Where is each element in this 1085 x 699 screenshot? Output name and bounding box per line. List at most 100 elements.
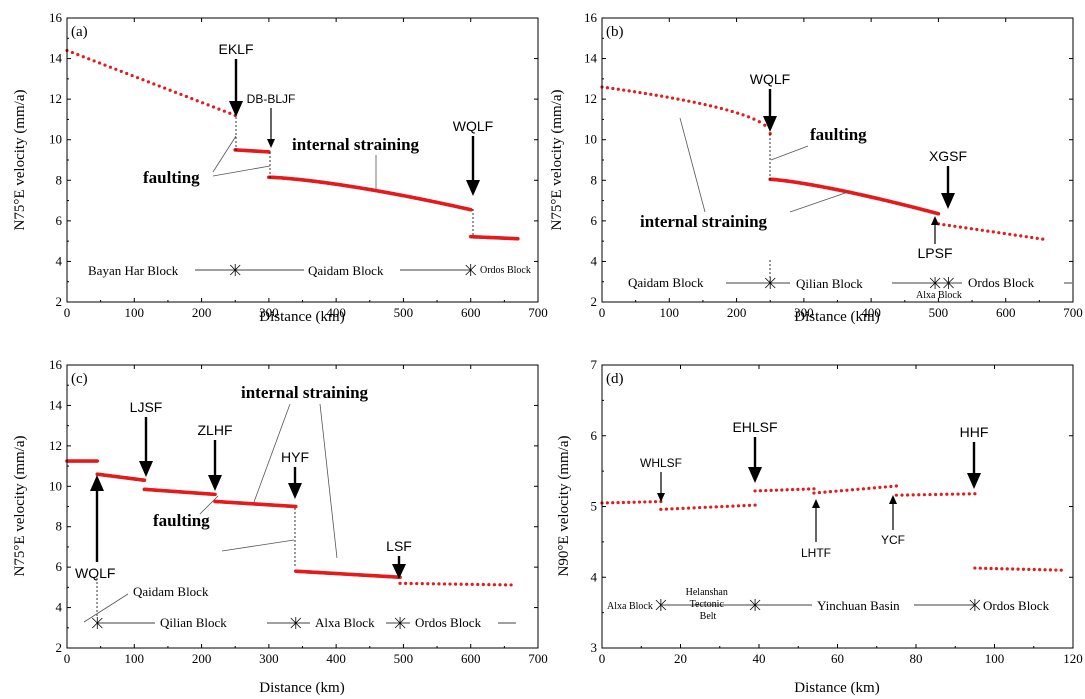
data-point <box>415 581 419 586</box>
data-point <box>730 109 734 114</box>
panel-b: 0 100 200 300 400 500 600 700 2 4 6 8 10 12 14 16 (b) D… <box>549 10 1083 325</box>
fault-label-lsf: LSF <box>386 538 412 554</box>
annot-internal-c: internal straining <box>241 383 369 402</box>
y-tick-label: 14 <box>584 51 598 66</box>
data-point <box>621 500 626 505</box>
y-tick-label: 10 <box>584 132 597 147</box>
block-label-bg-b3 <box>962 274 1064 290</box>
y-tick-label: 12 <box>49 438 62 453</box>
x-tick-label: 100 <box>985 651 1005 666</box>
x-tick-label: 200 <box>192 305 212 320</box>
arrowhead-ljsf <box>139 461 153 477</box>
data-point <box>994 566 999 571</box>
fault-label-ycf: YCF <box>881 533 905 547</box>
block-label-bg-c2 <box>310 614 386 630</box>
data-point <box>622 88 626 92</box>
data-point <box>928 492 932 497</box>
data-point <box>845 488 849 492</box>
leader-internal-b1 <box>679 117 706 213</box>
data-point <box>676 97 680 101</box>
x-tick-label: 700 <box>528 305 548 320</box>
data-point <box>1021 567 1026 571</box>
panel-a-label: (a) <box>71 24 88 40</box>
block-label-yinchuan-d: Yinchuan Basin <box>817 598 900 613</box>
x-tick-label: 0 <box>64 305 71 320</box>
arrowhead-ycf <box>889 495 897 504</box>
data-point <box>130 73 134 78</box>
x-tick-label: 400 <box>326 305 346 320</box>
data-point <box>1000 567 1004 571</box>
fault-label-wqlf-b: WQLF <box>750 71 790 87</box>
data-point <box>769 488 773 492</box>
data-point <box>978 566 982 570</box>
data-point <box>125 71 129 76</box>
data-point <box>211 105 216 109</box>
data-point <box>969 227 973 231</box>
block-label-helanshan-d: Helanshan Tectonic Belt <box>686 587 731 622</box>
data-point <box>817 490 822 495</box>
data-point <box>812 487 816 491</box>
data-point <box>681 506 685 510</box>
data-point <box>984 566 988 570</box>
data-point <box>95 459 100 463</box>
y-tick-label: 8 <box>56 172 63 187</box>
fault-label-lhtf: LHTF <box>801 546 831 560</box>
arrowhead-whlsf <box>657 493 665 502</box>
data-point <box>686 506 691 510</box>
x-tick-label: 600 <box>461 305 481 320</box>
data-point <box>950 492 955 496</box>
data-point <box>720 504 724 509</box>
data-point <box>911 493 915 497</box>
arrowhead-wqlf-a <box>466 180 480 196</box>
data-point <box>213 492 217 497</box>
data-point <box>498 583 502 587</box>
data-point <box>70 50 75 55</box>
data-point <box>146 80 150 84</box>
data-point <box>934 492 938 497</box>
data-point <box>861 487 866 491</box>
data-point <box>741 113 745 117</box>
block-label-bg-a <box>304 262 400 278</box>
block-label-bg-d1 <box>812 597 914 613</box>
data-point <box>492 583 497 587</box>
data-point <box>659 507 663 511</box>
block-label-bg-b1 <box>626 274 724 290</box>
panel-a-xlabel: Distance (km) <box>259 309 344 325</box>
x-tick-label: 400 <box>861 305 881 320</box>
data-point <box>997 231 1001 235</box>
helanshan-line-1: Helanshan <box>686 587 728 598</box>
data-point <box>503 583 508 587</box>
data-point <box>768 132 772 136</box>
data-point <box>736 504 741 508</box>
data-point <box>605 86 610 90</box>
x-tick-label: 600 <box>461 651 481 666</box>
annot-faulting-a: faulting <box>143 168 200 187</box>
data-point <box>616 87 620 91</box>
fault-label-ehlsf: EHLSF <box>732 419 777 435</box>
data-point <box>785 488 789 492</box>
data-point <box>152 82 156 86</box>
data-point <box>1035 236 1039 240</box>
data-point <box>708 104 713 108</box>
arrowhead-dbbljf <box>267 139 275 148</box>
panel-a-ticks: 0 100 200 300 400 500 600 700 2 4 6 8 10 12 14 16 <box>49 10 548 320</box>
data-point <box>867 486 871 490</box>
block-label-alxa-c: Alxa Block <box>315 615 375 630</box>
data-point <box>1024 235 1028 239</box>
x-tick-label: 60 <box>831 651 844 666</box>
data-point <box>670 96 675 100</box>
data-point <box>654 93 658 97</box>
data-point <box>179 92 183 97</box>
data-point <box>217 107 221 111</box>
data-point <box>516 236 520 241</box>
data-point <box>163 86 167 90</box>
data-point <box>834 489 838 493</box>
data-point <box>1041 237 1045 241</box>
y-tick-label: 16 <box>49 357 63 372</box>
data-point <box>103 63 107 67</box>
y-tick-label: 10 <box>49 132 62 147</box>
data-point <box>141 78 145 82</box>
leader-faulting-c1 <box>199 495 219 515</box>
data-point <box>398 581 402 585</box>
